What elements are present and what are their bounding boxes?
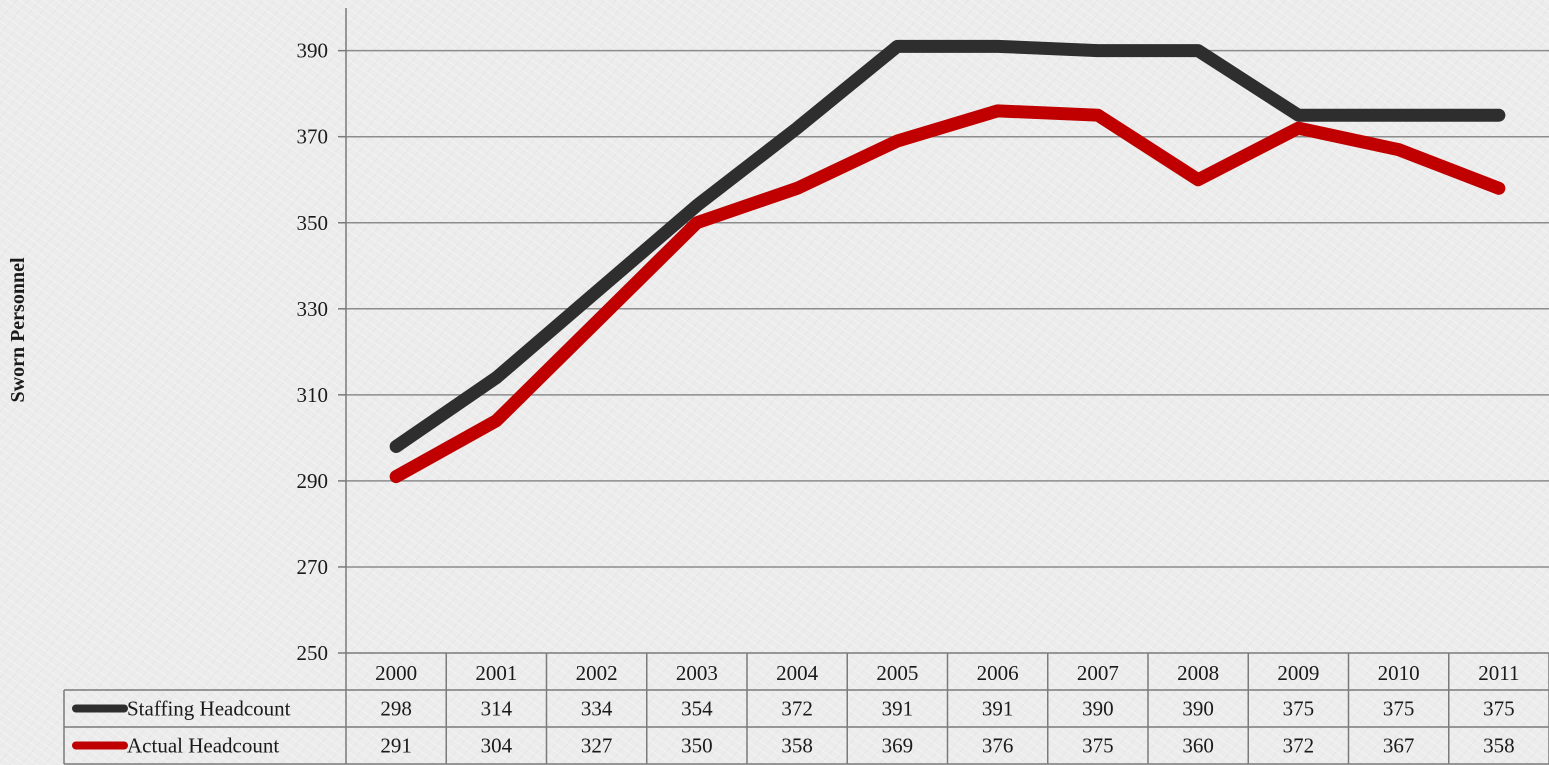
x-tick-label: 2008 [1177,661,1219,685]
y-tick-label: 270 [297,555,329,579]
table-value: 314 [481,697,513,721]
table-value: 354 [681,697,713,721]
table-value: 367 [1383,734,1415,758]
x-tick-label: 2004 [776,661,819,685]
table-value: 360 [1182,734,1214,758]
table-value: 390 [1182,697,1214,721]
y-axis-title: Sworn Personnel [7,257,29,402]
x-tick-label: 2001 [475,661,517,685]
y-tick-label: 290 [297,469,329,493]
table-value: 369 [882,734,914,758]
x-tick-label: 2000 [375,661,417,685]
x-tick-label: 2010 [1378,661,1420,685]
y-tick-label: 310 [297,383,329,407]
x-tick-label: 2009 [1277,661,1319,685]
table-value: 334 [581,697,613,721]
table-value: 375 [1383,697,1415,721]
table-value: 304 [481,734,513,758]
data-table: 2000 2001 2002 2003 2004 2005 2006 2007 2008 2009… [63,653,1549,765]
table-value: 390 [1082,697,1114,721]
table-value: 375 [1082,734,1114,758]
x-tick-label: 2006 [977,661,1019,685]
series-lines [389,39,1506,484]
x-tick-label: 2011 [1478,661,1519,685]
table-value: 375 [1483,697,1515,721]
y-tick-label: 250 [297,641,329,665]
series-line [389,39,1506,453]
x-tick-label: 2007 [1077,661,1119,685]
table-value: 358 [781,734,813,758]
table-value: 350 [681,734,713,758]
x-tick-label: 2002 [576,661,618,685]
table-value: 375 [1283,697,1315,721]
series-line [389,104,1506,484]
table-value: 376 [982,734,1014,758]
legend-label: Staffing Headcount [127,697,291,721]
table-value: 391 [882,697,914,721]
y-tick-label: 350 [297,211,329,235]
y-tick-label: 370 [297,125,329,149]
table-value: 358 [1483,734,1515,758]
y-tick-label: 330 [297,297,329,321]
x-tick-label: 2005 [876,661,918,685]
table-value: 372 [781,697,813,721]
y-tick-labels: 250 270 290 310 330 350 370 390 [297,39,329,665]
grid-lines [346,49,1549,568]
x-tick-label: 2003 [676,661,718,685]
legend-label: Actual Headcount [127,734,279,758]
table-value: 372 [1283,734,1315,758]
y-tick-label: 390 [297,39,329,63]
table-value: 391 [982,697,1014,721]
table-value: 327 [581,734,613,758]
table-value: 298 [380,697,412,721]
table-value: 291 [380,734,412,758]
